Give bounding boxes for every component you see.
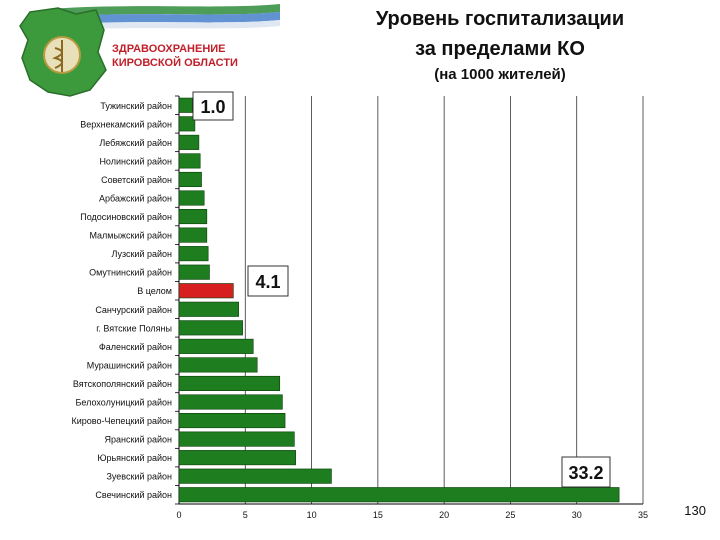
bar <box>178 394 283 410</box>
category-label: Белохолуницкий район <box>76 398 173 408</box>
x-tick-label: 5 <box>243 510 248 520</box>
value-callout: 4.1 <box>255 272 280 292</box>
category-label: Вятскополянский район <box>73 379 172 389</box>
category-label: Арбажский район <box>99 194 172 204</box>
category-label: Тужинский район <box>100 101 172 111</box>
category-label: Фаленский район <box>99 342 172 352</box>
bar <box>178 134 200 150</box>
value-callout: 1.0 <box>200 97 225 117</box>
category-label: Малмыжский район <box>89 231 172 241</box>
category-label: Яранский район <box>105 435 173 445</box>
category-label: Нолинский район <box>99 156 172 166</box>
bar <box>178 190 205 206</box>
logo-banner <box>108 40 240 70</box>
category-label: Верхнекамский район <box>80 119 172 129</box>
bar <box>178 97 193 113</box>
x-tick-label: 20 <box>439 510 449 520</box>
category-label: г. Вятские Поляны <box>96 323 172 333</box>
category-label: Подосиновский район <box>80 212 172 222</box>
category-label: Лузский район <box>111 249 172 259</box>
chart-title-line2: за пределами КО <box>415 38 585 60</box>
x-tick-label: 35 <box>638 510 648 520</box>
category-label: Мурашинский район <box>87 360 172 370</box>
x-tick-label: 25 <box>505 510 515 520</box>
category-label: Советский район <box>101 175 172 185</box>
category-label: В целом <box>137 286 172 296</box>
bar <box>178 357 258 373</box>
bar <box>178 283 234 299</box>
bar <box>178 487 620 503</box>
logo-line2: КИРОВСКОЙ ОБЛАСТИ <box>112 56 238 69</box>
x-tick-label: 30 <box>572 510 582 520</box>
x-tick-label: 0 <box>176 510 181 520</box>
value-callout-box <box>247 265 289 297</box>
bar <box>178 320 243 336</box>
bar <box>178 468 332 484</box>
category-label: Юрьянский район <box>97 453 172 463</box>
x-tick-label: 15 <box>373 510 383 520</box>
x-tick-label: 10 <box>307 510 317 520</box>
bar <box>178 209 208 225</box>
bar <box>178 227 208 243</box>
ribbon-green <box>40 4 280 18</box>
caduceus-icon <box>52 40 63 72</box>
category-label: Лебяжский район <box>99 138 172 148</box>
bar <box>178 338 254 354</box>
bar <box>178 301 239 317</box>
value-callout: 33.2 <box>568 463 603 483</box>
bar <box>178 116 196 132</box>
logo-line1: ЗДРАВООХРАНЕНИЕ <box>112 43 226 55</box>
bar <box>178 264 210 280</box>
category-label: Омутнинский район <box>89 268 172 278</box>
page-number: 130 <box>684 503 706 518</box>
bar <box>178 246 209 262</box>
chart-subtitle: (на 1000 жителей) <box>434 66 566 83</box>
category-label: Кирово-Чепецкий район <box>71 416 172 426</box>
bar <box>178 375 281 391</box>
category-label: Свечинский район <box>95 490 172 500</box>
category-label: Зуевский район <box>106 472 172 482</box>
bar <box>178 450 296 466</box>
bar <box>178 153 201 169</box>
bar <box>178 431 295 447</box>
chart-title-line1: Уровень госпитализации <box>375 8 625 30</box>
category-label: Санчурский район <box>95 305 172 315</box>
logo: ЗДРАВООХРАНЕНИЕ КИРОВСКОЙ ОБЛАСТИ <box>19 4 280 97</box>
bar <box>178 413 286 429</box>
bar <box>178 171 202 187</box>
value-callout-box <box>561 456 611 488</box>
value-callout-box <box>192 91 234 121</box>
